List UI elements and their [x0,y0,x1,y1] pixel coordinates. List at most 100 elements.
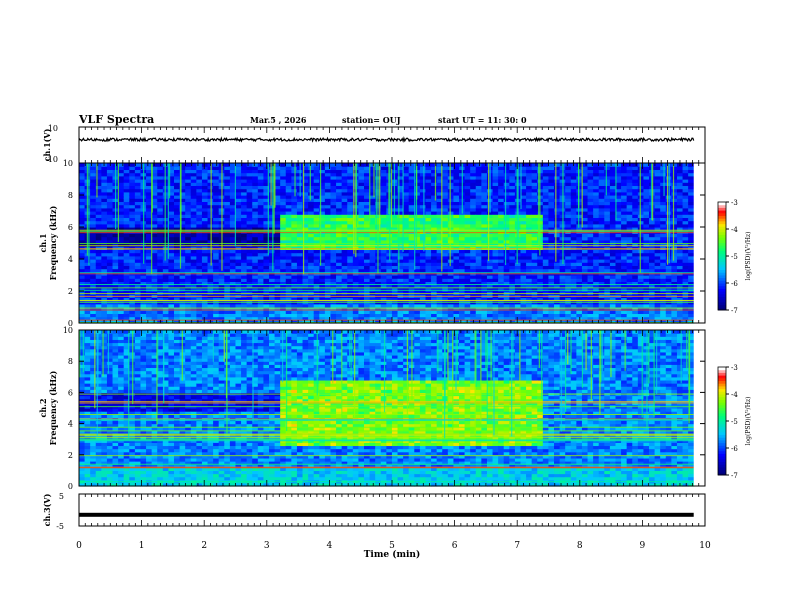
spectrogram-cell [263,211,270,215]
spectrogram-cell [285,166,292,170]
spectrogram-cell [274,252,281,257]
spectrogram-cell [548,313,555,318]
spectrogram-cell [464,179,471,183]
spectrogram-cell [196,265,203,270]
spectrogram-cell [330,284,337,289]
spectrogram-cell [621,191,628,196]
spectrogram-cell [498,265,505,270]
spectrogram-cell [431,297,438,302]
spectrogram-cell [442,255,449,260]
spectrogram-cell [146,185,153,190]
spectrogram-cell [593,255,600,260]
spectrogram-cell [503,211,510,215]
spectrogram-cell [436,179,443,183]
spectrogram-cell [375,319,382,324]
spectrogram-cell [106,214,114,218]
spectrogram-cell [626,230,633,234]
spectrogram-cell [241,268,248,273]
spectrogram-cell [274,217,281,222]
spectrogram-cell [459,275,466,279]
spectrogram-cell [213,239,220,244]
spectrogram-cell [554,201,561,206]
spectrogram-cell [146,255,153,260]
spectrogram-cell [453,319,460,324]
spectrogram-cell [151,179,158,183]
spectrogram-cell [146,195,153,199]
spectrogram-cell [336,307,343,311]
spectrogram-cell [218,313,225,318]
spectrogram-cell [79,249,86,254]
spectrogram-cell [576,207,583,212]
spectrogram-cell [336,169,343,174]
spectrogram-cell [408,172,415,177]
spectrogram-cell [341,185,348,190]
spectrogram-cell [587,259,594,263]
spectrogram-cell [263,227,270,231]
spectrogram-cell [179,316,186,321]
spectrogram-cell [263,252,270,257]
spectrogram-cell [576,303,583,308]
spectrogram-cell [101,233,108,238]
spectrogram-cell [554,217,561,222]
spectrogram-cell [347,236,354,241]
spectrogram-cell [246,297,253,302]
spectrogram-cell [408,211,415,215]
spectrogram-cell [185,207,192,212]
spectrogram-cell [570,284,577,289]
spectrogram-cell [190,287,197,292]
spectrogram-cell [470,316,477,321]
spectrogram-cell [90,307,97,311]
spectrogram-cell [531,252,538,257]
spectrogram-cell [341,201,348,206]
spectrogram-cell [157,278,164,282]
spectrogram-cell [565,220,572,225]
spectrogram-cell [531,291,538,295]
spectrogram-cell [380,313,387,318]
spectrogram-cell [593,278,600,282]
spectrogram-cell [168,179,175,183]
spectrogram-cell [196,195,203,199]
spectrogram-cell [269,169,276,174]
spectrogram-cell [436,278,443,282]
spectrogram-cell [598,278,605,282]
spectrogram-cell [146,163,153,167]
spectrogram-cell [453,303,460,308]
spectrogram-cell [486,243,494,247]
spectrogram-cell [626,182,633,186]
spectrogram-cell [168,259,175,263]
spectrogram-cell [609,275,617,279]
spectrogram-cell [380,172,387,177]
spectrogram-cell [386,316,393,321]
spectrogram-cell [101,230,108,234]
spectrogram-cell [364,220,371,225]
spectrogram-cell [252,291,259,295]
spectrogram-cell [565,246,572,250]
spectrogram-cell [548,316,555,321]
spectrogram-cell [229,201,237,206]
spectrogram-cell [257,179,265,183]
spectrogram-cell [408,297,415,302]
spectrogram-cell [324,166,332,170]
spectrogram-cell [442,239,449,244]
spectrogram-cell [364,287,371,292]
spectrogram-cell [520,191,527,196]
spectrogram-cell [190,207,197,212]
spectrogram-cell [581,211,589,215]
spectrogram-cell [397,262,404,266]
spectrogram-cell [554,249,561,254]
spectrogram-cell [481,214,488,218]
spectrogram-cell [324,169,332,174]
spectrogram-cell [509,227,516,231]
spectrogram-cell [179,307,186,311]
spectrogram-cell [481,297,488,302]
spectrogram-cell [587,252,594,257]
spectrogram-cell [229,307,237,311]
spectrogram-cell [609,230,617,234]
spectrogram-cell [123,259,130,263]
spectrogram-cell [431,246,438,250]
spectrogram-cell [252,268,259,273]
spectrogram-cell [509,275,516,279]
spectrogram-cell [341,191,348,196]
spectrogram-cell [146,284,153,289]
spectrogram-cell [581,291,589,295]
